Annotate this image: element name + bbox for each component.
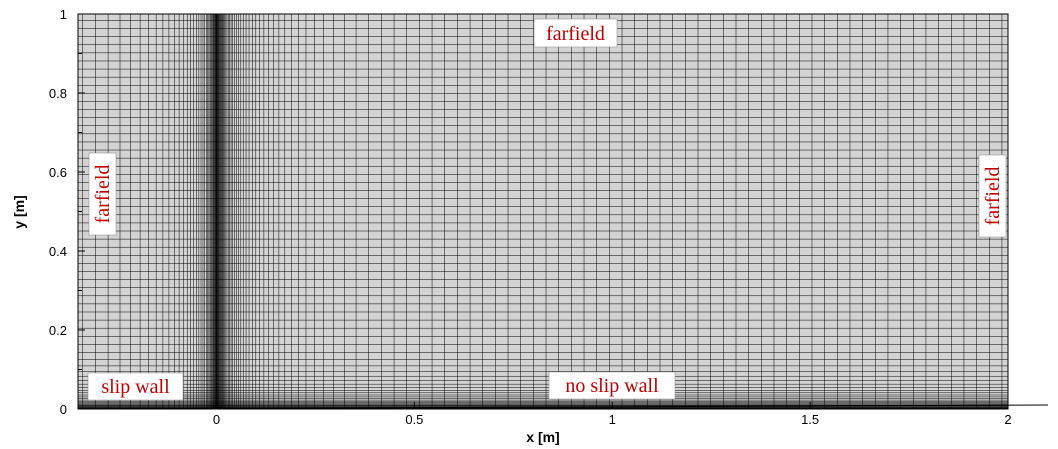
label-slip-wall: slip wall: [88, 373, 183, 400]
y-tick-label: 0.2: [49, 323, 67, 338]
svg-text:farfield: farfield: [546, 23, 605, 45]
x-tick-label: 1.5: [801, 412, 819, 427]
x-axis-title: x [m]: [526, 429, 559, 445]
label-farfield-right: farfield: [979, 155, 1006, 237]
svg-text:no slip wall: no slip wall: [565, 375, 659, 397]
x-tick-label: 2: [1004, 412, 1011, 427]
y-tick-label: 0.6: [49, 165, 67, 180]
y-tick-label: 1: [60, 7, 67, 22]
svg-text:farfield: farfield: [982, 167, 1004, 226]
y-tick-label: 0: [60, 402, 67, 417]
y-tick-label: 0.8: [49, 86, 67, 101]
x-tick-label: 0.5: [405, 412, 423, 427]
label-no-slip-wall: no slip wall: [549, 372, 675, 399]
label-farfield-left: farfield: [89, 153, 116, 235]
y-axis-title: y [m]: [11, 195, 27, 228]
svg-text:slip wall: slip wall: [101, 376, 170, 398]
label-farfield-top: farfield: [534, 19, 617, 47]
x-tick-label: 1: [609, 412, 616, 427]
x-tick-label: 0: [213, 412, 220, 427]
svg-text:farfield: farfield: [92, 165, 114, 224]
y-tick-label: 0.4: [49, 244, 67, 259]
